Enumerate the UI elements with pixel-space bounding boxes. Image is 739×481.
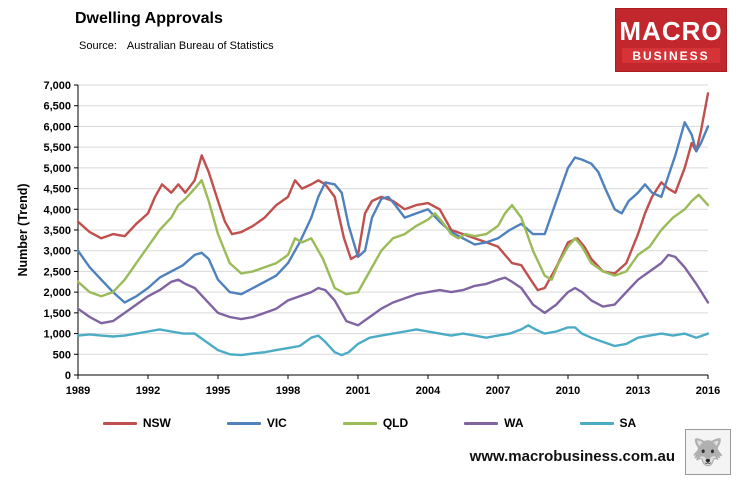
x-tick-label: 1995	[206, 385, 230, 397]
website-url: www.macrobusiness.com.au	[469, 448, 675, 465]
x-tick-label: 2013	[626, 385, 650, 397]
legend-label-sa: SA	[619, 416, 637, 430]
wolf-logo-icon: 🐺	[685, 429, 731, 475]
y-tick-label: 6,000	[43, 121, 71, 133]
macrobusiness-logo: MACRO BUSINESS	[615, 8, 727, 72]
y-tick-label: 2,000	[43, 287, 71, 299]
series-line-wa	[76, 253, 710, 327]
y-tick-label: 5,500	[43, 142, 71, 154]
y-tick-label: 2,500	[43, 266, 71, 278]
legend-label-qld: QLD	[382, 416, 409, 430]
chart-source: Source: Australian Bureau of Statistics	[79, 40, 274, 52]
x-tick-label: 1989	[66, 385, 90, 397]
legend-label-wa: WA	[504, 416, 524, 430]
legend-swatch-vic	[226, 421, 261, 425]
source-text: Australian Bureau of Statistics	[126, 40, 274, 52]
y-tick-label: 500	[53, 349, 71, 361]
legend-item-sa: SA	[579, 416, 637, 430]
y-tick-label: 1,500	[43, 308, 71, 320]
legend-label-nsw: NSW	[142, 416, 171, 430]
chart-title: Dwelling Approvals	[75, 10, 223, 27]
y-tick-label: 0	[65, 370, 71, 382]
x-tick-label: 2004	[416, 385, 441, 397]
wolf-glyph: 🐺	[691, 436, 725, 467]
legend-label-vic: VIC	[266, 416, 287, 430]
x-tick-label: 1998	[276, 385, 300, 397]
y-tick-label: 3,500	[43, 225, 71, 237]
chart-legend: NSW VIC QLD WA SA	[0, 416, 739, 430]
legend-swatch-wa	[464, 421, 499, 425]
y-tick-label: 4,000	[43, 204, 71, 216]
y-tick-label: 1,000	[43, 329, 71, 341]
x-tick-label: 2001	[346, 385, 370, 397]
y-tick-label: 3,000	[43, 246, 71, 258]
legend-item-vic: VIC	[226, 416, 287, 430]
y-tick-label: 4,500	[43, 184, 71, 196]
series-line-qld	[76, 179, 710, 298]
logo-business-text: BUSINESS	[622, 47, 720, 63]
logo-macro-text: MACRO	[619, 15, 723, 46]
x-tick-label: 2007	[486, 385, 510, 397]
legend-swatch-sa	[579, 421, 614, 425]
y-tick-label: 6,500	[43, 101, 71, 113]
x-tick-label: 2010	[556, 385, 580, 397]
series-line-nsw	[76, 92, 710, 292]
x-tick-label: 2016	[696, 385, 720, 397]
source-label: Source:	[79, 40, 117, 52]
legend-swatch-nsw	[102, 421, 137, 425]
legend-item-wa: WA	[464, 416, 524, 430]
series-line-sa	[76, 324, 710, 357]
y-tick-label: 7,000	[43, 80, 71, 92]
x-tick-label: 1992	[136, 385, 160, 397]
series-line-vic	[76, 121, 710, 304]
y-tick-label: 5,000	[43, 163, 71, 175]
legend-item-nsw: NSW	[102, 416, 171, 430]
dwelling-approvals-chart: 0 500 1,000 1,500 2,000 2,500 3,000 3,500 4,000 4…	[43, 80, 720, 397]
legend-swatch-qld	[342, 421, 377, 425]
legend-item-qld: QLD	[342, 416, 409, 430]
